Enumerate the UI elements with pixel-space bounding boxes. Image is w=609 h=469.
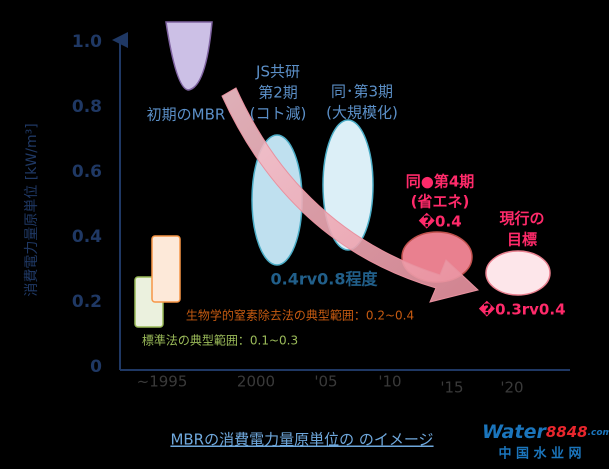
x-tick-label: '10 (378, 373, 401, 391)
target-value: �0.3rv0.4 (478, 300, 565, 319)
phase4-label: 同●第4期 (406, 173, 475, 191)
y-tick-label: 0.8 (72, 97, 102, 117)
x-tick-label: '05 (314, 373, 337, 391)
initial-label: 初期のMBR (147, 106, 226, 124)
trend-arrow (221, 87, 480, 303)
logo-domain: .com (588, 428, 609, 438)
logo-subtitle: 中 国 水 业 网 (498, 446, 581, 462)
target-label: 目標 (507, 231, 537, 249)
x-tick-label: 2000 (237, 373, 275, 391)
y-tick-label: 1.0 (72, 32, 102, 52)
logo-number: 8848 (546, 423, 588, 441)
x-tick-label: '15 (440, 379, 463, 397)
phase3-label: 同･第3期 (331, 83, 393, 101)
target-label: 現行の (499, 210, 544, 228)
phase3-ellipse (322, 119, 374, 251)
range-label: 0.4rv0.8程度 (270, 270, 378, 289)
y-tick-label: 0.6 (72, 162, 102, 182)
phase2-label: JS共研 (255, 63, 300, 81)
initial-mbr-shape (165, 21, 213, 91)
x-tick-label: ~1995 (137, 373, 188, 391)
phase2-label: (コト減) (250, 105, 307, 123)
nitrogen-label: 生物学的窒素除去法の典型範囲：0.2~0.4 (186, 308, 414, 323)
caption: MBRの消費電力量原単位の のイメージ (170, 431, 433, 449)
target-ellipse (485, 250, 551, 296)
logo: Water8848.com (482, 421, 609, 443)
y-tick-label: 0 (90, 357, 102, 377)
x-tick-label: '20 (500, 379, 523, 397)
y-axis-label: 消費電力量原単位 [kW/m³] (24, 123, 40, 296)
y-tick-label: 0.2 (72, 292, 102, 312)
logo-brand: Water (482, 421, 547, 443)
phase4-label: �0.4 (418, 212, 461, 231)
phase2-label: 第2期 (258, 84, 298, 102)
phase3-label: (大規模化) (326, 104, 398, 122)
standard-label: 標準法の典型範囲：0.1~0.3 (142, 333, 298, 348)
nitrogen-range-box (151, 235, 181, 303)
y-tick-label: 0.4 (72, 227, 102, 247)
phase4-label: (省エネ) (411, 193, 470, 211)
